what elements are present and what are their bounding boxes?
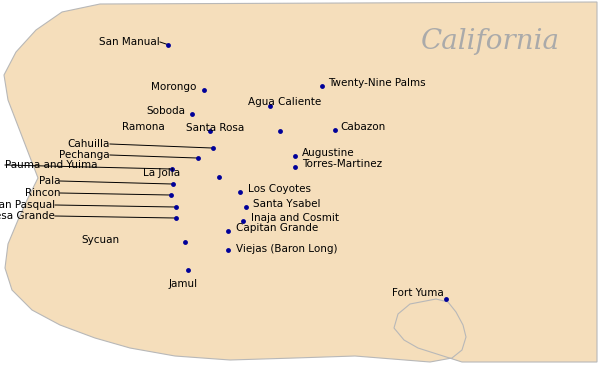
Text: Pala: Pala [38,176,60,186]
Text: Agua Caliente: Agua Caliente [248,97,321,107]
Text: Morongo: Morongo [151,82,196,92]
Text: Augustine: Augustine [302,148,355,158]
Polygon shape [4,2,597,362]
Text: Mesa Grande: Mesa Grande [0,211,55,221]
Text: Santa Rosa: Santa Rosa [186,123,244,133]
Text: Pauma and Yuima: Pauma and Yuima [5,160,97,170]
Text: Torres-Martinez: Torres-Martinez [302,159,382,169]
Text: Ramona: Ramona [122,122,165,132]
Text: Fort Yuma: Fort Yuma [392,288,444,298]
Text: Cabazon: Cabazon [340,122,385,132]
Text: San Pasqual: San Pasqual [0,200,55,210]
Text: Rincon: Rincon [25,188,60,198]
Text: Inaja and Cosmit: Inaja and Cosmit [251,213,339,223]
Text: Sycuan: Sycuan [82,235,120,245]
Text: Cahuilla: Cahuilla [68,139,110,149]
Text: Capitan Grande: Capitan Grande [236,223,318,233]
Text: Santa Ysabel: Santa Ysabel [253,199,320,209]
Text: Viejas (Baron Long): Viejas (Baron Long) [236,244,337,254]
Text: La Jolla: La Jolla [143,168,180,178]
Text: San Manual: San Manual [99,37,160,47]
Text: Pechanga: Pechanga [59,150,110,160]
Text: Soboda: Soboda [146,106,185,116]
Text: Jamul: Jamul [169,279,197,289]
Text: Twenty-Nine Palms: Twenty-Nine Palms [328,78,425,88]
Text: Los Coyotes: Los Coyotes [248,184,311,194]
Text: California: California [421,28,560,55]
